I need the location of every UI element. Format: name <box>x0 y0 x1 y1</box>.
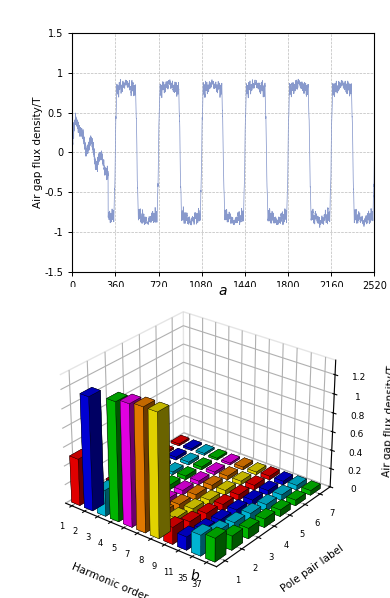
Y-axis label: Pole pair label: Pole pair label <box>279 544 345 594</box>
X-axis label: Electrical angle/degree: Electrical angle/degree <box>159 294 288 304</box>
X-axis label: Harmonic order: Harmonic order <box>70 562 149 598</box>
Text: a: a <box>218 284 227 298</box>
Y-axis label: Air gap flux density/T: Air gap flux density/T <box>33 97 43 208</box>
Text: b: b <box>191 569 199 583</box>
